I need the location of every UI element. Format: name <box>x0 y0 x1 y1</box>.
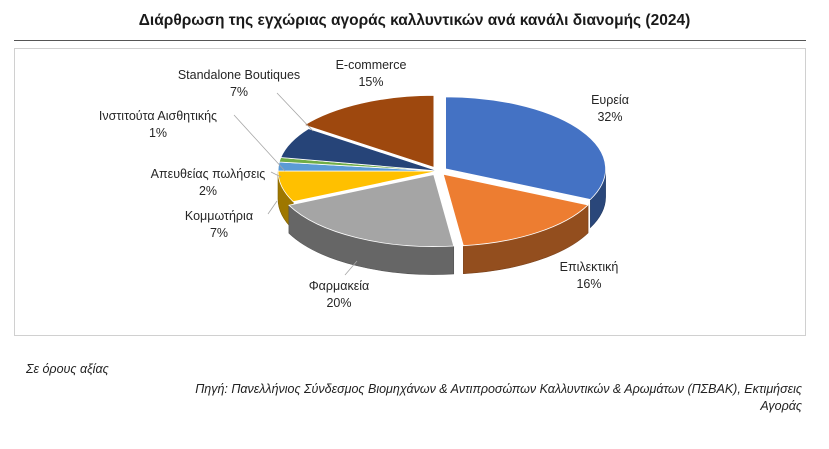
slice-name-label-1: Επιλεκτική <box>560 260 619 274</box>
data-labels: Ευρεία 32% Επιλεκτική 16% Φαρμακεία 20% Κομμωτ… <box>99 58 629 310</box>
title-divider <box>14 40 806 41</box>
slice-name-label-6: Standalone Boutiques <box>178 68 300 82</box>
pie-slice-7 <box>303 94 435 168</box>
chart-area: Ευρεία 32% Επιλεκτική 16% Φαρμακεία 20% Κομμωτ… <box>14 48 806 336</box>
pie-slice-2 <box>288 174 455 247</box>
pie-top-layer <box>277 94 606 247</box>
chart-title: Διάρθρωση της εγχώριας αγοράς καλλυντικώ… <box>138 12 691 29</box>
leader-line-4 <box>270 171 282 178</box>
slice-value-label-4: 2% <box>199 184 217 198</box>
slice-name-label-4: Απευθείας πωλήσεις <box>151 167 266 181</box>
slice-name-label-5: Ινστιτούτα Αισθητικής <box>99 109 217 123</box>
slice-name-label-0: Ευρεία <box>591 93 629 107</box>
slice-value-label-7: 15% <box>358 75 383 89</box>
leader-lines <box>233 92 358 276</box>
leader-line-6 <box>276 92 314 132</box>
leader-line-5 <box>233 114 286 172</box>
slice-value-label-3: 7% <box>210 226 228 240</box>
leader-line-2 <box>344 260 358 276</box>
slice-value-label-0: 32% <box>597 110 622 124</box>
slice-value-label-6: 7% <box>230 85 248 99</box>
pie-side-layer <box>277 168 606 275</box>
pie-slice-6 <box>280 128 439 172</box>
pie-slice-0 <box>445 96 606 200</box>
source-note: Πηγή: Πανελλήνιος Σύνδεσμος Βιομηχάνων &… <box>60 381 802 415</box>
slice-name-label-7: E-commerce <box>336 58 407 72</box>
slice-name-label-2: Φαρμακεία <box>309 279 370 293</box>
slice-name-label-3: Κομμωτήρια <box>185 209 253 223</box>
leader-line-3 <box>267 200 278 215</box>
source-line-2: Αγοράς <box>760 399 802 413</box>
pie-slice-1 <box>442 173 589 247</box>
slice-value-label-2: 20% <box>326 296 351 310</box>
value-basis-note: Σε όρους αξίας <box>26 362 109 376</box>
pie-chart: Ευρεία 32% Επιλεκτική 16% Φαρμακεία 20% Κομμωτ… <box>99 58 629 310</box>
slice-value-label-5: 1% <box>149 126 167 140</box>
source-line-1: Πηγή: Πανελλήνιος Σύνδεσμος Βιομηχάνων &… <box>195 382 802 396</box>
slice-value-label-1: 16% <box>576 277 601 291</box>
